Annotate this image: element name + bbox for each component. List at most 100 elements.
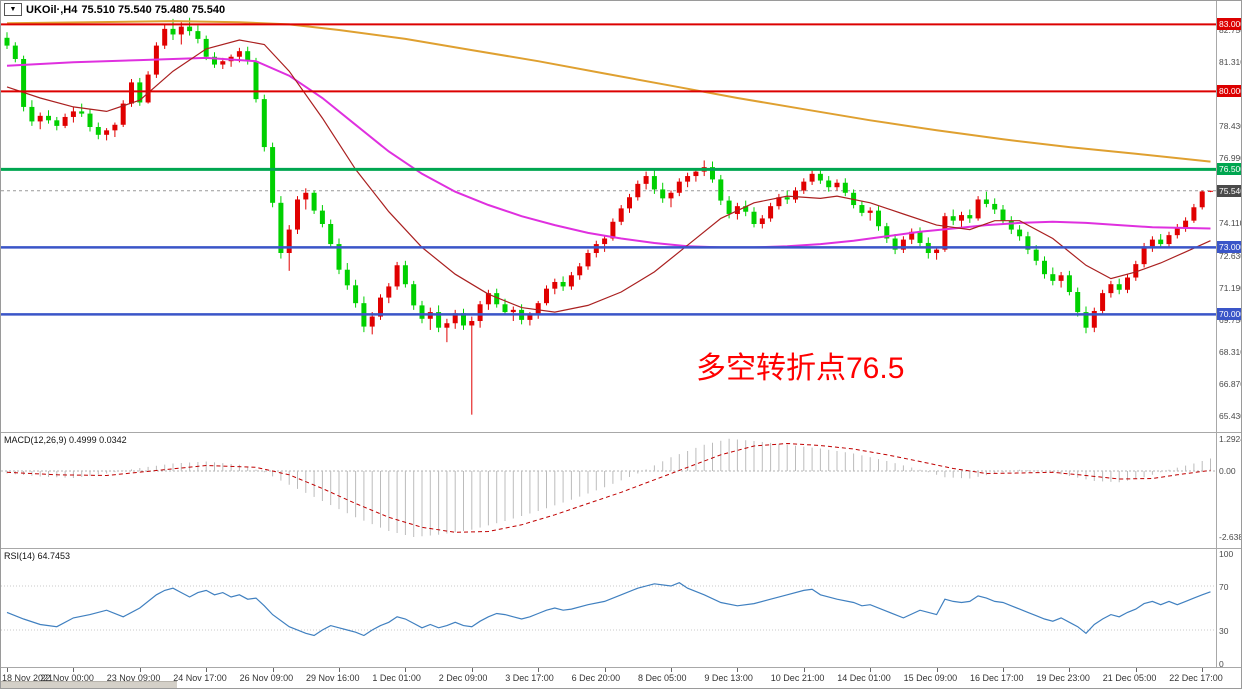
candle-body-bear (319, 210, 325, 224)
time-axis-label: 3 Dec 17:00 (505, 673, 554, 683)
candle-body-bear (195, 31, 201, 39)
candle-body-bull (145, 74, 151, 103)
candle-body-bear (12, 45, 18, 59)
candle-body-bear (261, 99, 267, 148)
candle-body-bear (917, 231, 923, 243)
candle-body-bear (21, 58, 27, 107)
current-price-badge: 75.540 (1217, 184, 1241, 197)
macd-signal-value: 0.0342 (99, 435, 127, 445)
candle-body-bear (245, 51, 251, 62)
main-chart-panel: ▼ UKOil·,H4 75.510 75.540 75.480 75.540 … (1, 1, 1242, 432)
candle-body-bull (544, 288, 549, 304)
candle-body-bear (950, 216, 956, 221)
price-axis-label: 81.310 (1219, 57, 1241, 68)
candle-body-bull (369, 316, 375, 327)
candle-body-bear (842, 182, 848, 193)
panel-separator (1, 667, 1241, 668)
candle-body-bull (444, 323, 450, 328)
time-axis-tick (1202, 668, 1204, 672)
candle-body-bear (1000, 209, 1006, 221)
rsi-label: RSI(14) 64.7453 (4, 551, 70, 561)
candle-body-bull (527, 315, 533, 320)
candle-body-bear (494, 293, 500, 305)
time-axis-label: 21 Dec 05:00 (1102, 673, 1157, 683)
candle-body-bear (1033, 249, 1039, 261)
candle-body-bull (386, 286, 392, 298)
candle-body-bear (710, 167, 715, 180)
candle-body-bear (461, 313, 466, 326)
scrollbar-fragment[interactable] (1, 681, 177, 688)
macd-plot[interactable] (1, 433, 1216, 548)
candle-body-bull (801, 181, 807, 191)
candle-body-bear (79, 111, 85, 114)
candle-body-bear (884, 226, 890, 239)
candle-body-bear (4, 37, 10, 46)
chart-annotation-text[interactable]: 多空转折点76.5 (696, 352, 905, 385)
time-axis-tick (272, 668, 274, 672)
candle-body-bear (95, 126, 101, 135)
ma-slow-line (6, 20, 1211, 163)
candle-body-bull (618, 208, 624, 222)
candle-body-bull (585, 252, 591, 267)
chart-title: ▼ UKOil·,H4 75.510 75.540 75.480 75.540 (4, 3, 225, 16)
candle-body-bull (1141, 246, 1147, 265)
candle-body-bear (1158, 239, 1164, 245)
candle-body-bear (743, 206, 749, 212)
candle-body-bear (328, 224, 334, 245)
time-axis-tick (139, 668, 141, 672)
candle-body-bear (270, 147, 276, 203)
rsi-indicator-name: RSI(14) (4, 551, 36, 561)
price-axis[interactable]: 82.75081.31078.43076.99074.11072.63071.1… (1216, 1, 1242, 432)
candle-body-bull (452, 313, 458, 324)
time-axis-tick (1069, 668, 1071, 672)
symbol-dropdown-button[interactable]: ▼ (4, 3, 22, 16)
candle-body-bear (187, 26, 193, 32)
price-axis-label: 76.990 (1219, 153, 1241, 164)
time-axis[interactable]: 18 Nov 2021 22 Nov 00:00 23 Nov 09:00 24 No… (1, 668, 1241, 688)
candle-body-bull (809, 173, 815, 182)
price-level-badge: 70.000 (1217, 308, 1241, 321)
candle-body-bear (87, 113, 93, 127)
candle-body-bull (1174, 227, 1180, 236)
candle-body-bear (54, 120, 60, 126)
macd-label: MACD(12,26,9) 0.4999 0.0342 (4, 435, 127, 445)
candle-body-bear (560, 281, 566, 287)
time-axis-label: 26 Nov 09:00 (239, 673, 294, 683)
price-axis-label: 74.110 (1219, 217, 1242, 228)
time-axis-label: 16 Dec 17:00 (970, 673, 1024, 683)
candle-body-bull (485, 293, 491, 305)
candle-body-bull (477, 304, 483, 322)
candle-body-bull (693, 171, 699, 177)
panel-separator (1, 548, 1241, 549)
macd-axis[interactable]: 1.2924 0.00 -2.6386 (1216, 433, 1241, 548)
time-axis-tick (471, 668, 473, 672)
candle-body-bear (876, 210, 881, 227)
candle-body-bear (436, 312, 442, 328)
rsi-plot[interactable] (1, 549, 1216, 667)
candle-body-bear (502, 304, 508, 313)
panel-separator (1, 432, 1241, 433)
candle-body-bear (1075, 292, 1081, 313)
candle-body-bear (212, 56, 217, 65)
time-axis-label: 19 Dec 23:00 (1036, 673, 1090, 683)
candle-body-bull (942, 216, 948, 250)
main-plot[interactable] (1, 1, 1216, 432)
time-axis-tick (73, 668, 75, 672)
candle-body-bear (1066, 275, 1072, 293)
candle-body-bull (577, 266, 583, 276)
candle-body-bull (793, 190, 798, 200)
rsi-axis[interactable]: 100 70 30 0 (1216, 549, 1241, 669)
candle-body-bull (676, 181, 682, 193)
candle-body-bull (610, 221, 616, 239)
candle-body-bull (959, 215, 964, 221)
candle-body-bear (983, 199, 989, 204)
time-axis-tick (405, 668, 407, 672)
price-level-badge: 80.000 (1217, 85, 1241, 98)
time-axis-tick (339, 668, 340, 672)
time-axis-label: 22 Dec 17:00 (1169, 673, 1223, 683)
candle-body-bull (303, 192, 309, 200)
price-axis-label: 68.310 (1219, 347, 1241, 357)
candle-body-bull (975, 199, 981, 219)
candle-body-bull (759, 218, 765, 224)
macd-axis-label: 0.00 (1219, 466, 1236, 476)
